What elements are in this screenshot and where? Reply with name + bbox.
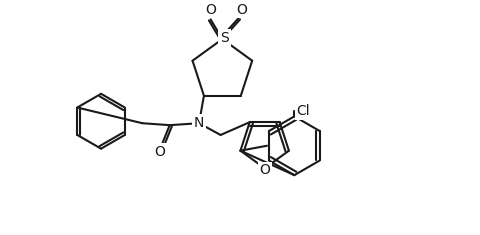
Text: Cl: Cl (296, 105, 310, 118)
Text: O: O (155, 145, 165, 159)
Text: N: N (194, 116, 204, 130)
Text: S: S (220, 31, 228, 45)
Text: O: O (259, 163, 270, 177)
Text: O: O (237, 3, 247, 16)
Text: O: O (205, 3, 216, 16)
